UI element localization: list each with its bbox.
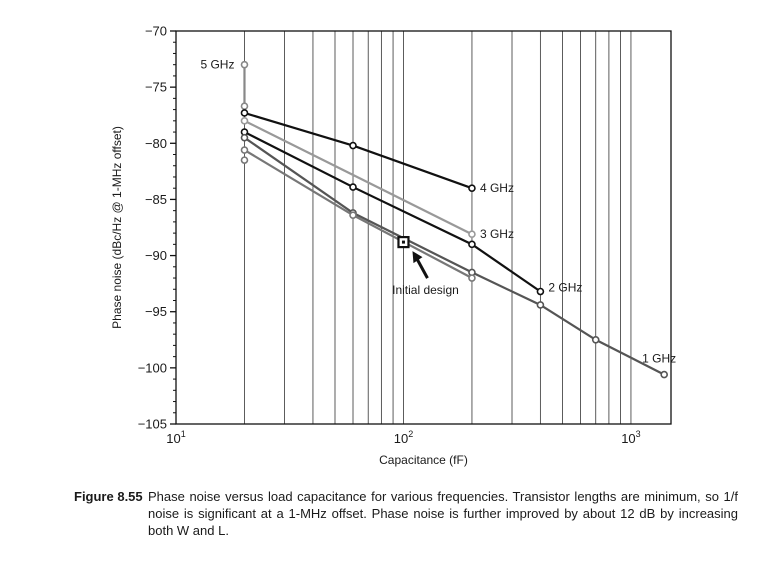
data-point xyxy=(468,230,476,239)
y-axis-title: Phase noise (dBc/Hz @ 1-MHz offset) xyxy=(110,126,124,329)
series-label: 5 GHz xyxy=(200,58,234,72)
x-axis-title: Capacitance (fF) xyxy=(379,453,468,467)
data-series: 5 GHz 4 GHz 3 GHz 2 GHz 1 GHz xyxy=(200,58,676,379)
series-line xyxy=(243,119,473,236)
data-point xyxy=(240,146,249,154)
annotation-arrow-head xyxy=(412,251,423,264)
vertical-gridlines xyxy=(244,31,632,424)
data-point xyxy=(349,141,357,150)
annotations: Initial design xyxy=(392,235,459,297)
series-line xyxy=(243,131,542,293)
x-tick-label: 103 xyxy=(621,429,640,446)
y-tick-label: −95 xyxy=(145,304,167,319)
data-point xyxy=(240,156,249,164)
data-point xyxy=(349,211,357,219)
series-unlabeled-6 xyxy=(240,156,249,164)
data-point xyxy=(468,184,476,192)
data-point xyxy=(468,274,476,282)
figure-caption: Figure 8.55 Phase noise versus load capa… xyxy=(74,488,738,539)
data-point xyxy=(349,183,357,191)
series-label: 3 GHz xyxy=(480,227,514,241)
series-label: 1 GHz xyxy=(642,352,676,366)
data-point xyxy=(240,102,249,111)
series-line xyxy=(243,149,473,280)
annotation-label: Initial design xyxy=(392,283,459,297)
plot-area-frame xyxy=(175,30,672,425)
y-tick-label: −85 xyxy=(145,192,167,207)
figure-number: Figure 8.55 xyxy=(74,489,143,504)
series-1-ghz: 1 GHz xyxy=(240,133,676,379)
data-point xyxy=(468,240,476,249)
data-point xyxy=(591,335,600,344)
series-2-ghz: 2 GHz xyxy=(240,128,582,296)
data-point xyxy=(660,370,668,379)
data-point xyxy=(240,60,249,69)
data-point xyxy=(536,301,545,309)
series-3-ghz: 3 GHz xyxy=(240,117,514,241)
figure-caption-text: Phase noise versus load capacitance for … xyxy=(148,489,738,538)
y-tick-label: −75 xyxy=(145,80,167,95)
series-line xyxy=(243,136,665,376)
phase-noise-chart: 5 GHz 4 GHz 3 GHz 2 GHz 1 GHz Initial design… xyxy=(110,24,676,468)
series-4-ghz: 4 GHz xyxy=(240,109,514,195)
data-point xyxy=(240,109,249,117)
data-point xyxy=(240,117,249,125)
series-label: 4 GHz xyxy=(480,181,514,195)
y-tick-label: −100 xyxy=(138,360,167,375)
y-tick-label: −105 xyxy=(138,417,167,432)
data-point xyxy=(240,133,249,142)
x-tick-label: 101 xyxy=(166,429,185,446)
y-tick-label: −90 xyxy=(145,248,167,263)
axis-ticks xyxy=(170,30,176,425)
initial-design-marker-dot xyxy=(401,240,405,244)
x-tick-label: 102 xyxy=(394,429,413,446)
data-point xyxy=(536,287,545,296)
series-unlabeled-5 xyxy=(240,146,476,282)
series-5-ghz: 5 GHz xyxy=(200,58,249,111)
series-label: 2 GHz xyxy=(548,281,582,295)
y-tick-label: −80 xyxy=(145,136,167,151)
y-tick-label: −70 xyxy=(145,24,167,39)
